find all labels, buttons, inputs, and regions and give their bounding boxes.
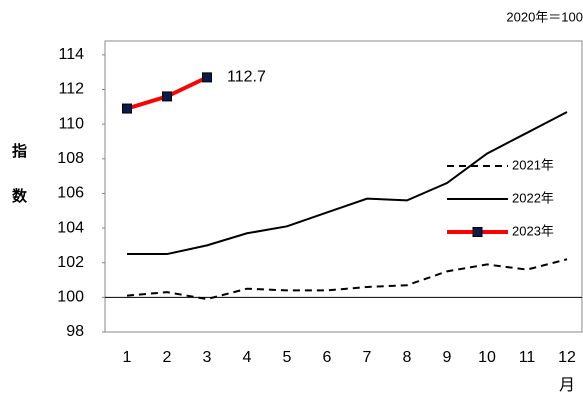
x-tick-label: 8 [403,349,412,366]
x-tick-label: 6 [323,349,332,366]
y-tick-label: 108 [57,150,84,167]
y-tick-label: 104 [57,219,84,236]
y-tick-label: 106 [57,185,84,202]
x-tick-label: 3 [203,349,212,366]
y-tick-label: 98 [66,323,84,340]
y-tick-label: 110 [58,115,84,132]
legend-marker [472,227,483,237]
plot-frame [104,40,583,333]
unit-note: 2020年＝100 [506,9,583,24]
y-tick-label: 112 [58,81,84,98]
x-tick-label: 11 [519,349,536,366]
x-tick-label: 7 [363,349,372,366]
series-line [126,258,568,301]
x-axis-label: 月 [559,377,575,394]
y-tick-label: 100 [57,289,84,306]
y-tick-label: 114 [58,46,84,63]
point-marker [122,103,132,114]
x-tick-label: 2 [163,349,172,366]
y-axis-label: 指数 [10,142,27,233]
y-tick-label: 102 [57,254,84,271]
legend-label: 2022年 [512,190,554,205]
x-tick-label: 12 [558,349,576,366]
legend-label: 2021年 [512,157,554,172]
data-label: 112.7 [227,69,266,86]
x-tick-label: 5 [283,349,292,366]
x-tick-label: 10 [478,349,496,366]
series-line [127,111,568,256]
x-tick-label: 9 [443,349,452,366]
legend-label: 2023年 [512,223,554,238]
point-marker [162,91,172,102]
point-marker [202,72,212,83]
x-tick-label: 1 [123,349,132,366]
x-tick-label: 4 [243,349,252,366]
